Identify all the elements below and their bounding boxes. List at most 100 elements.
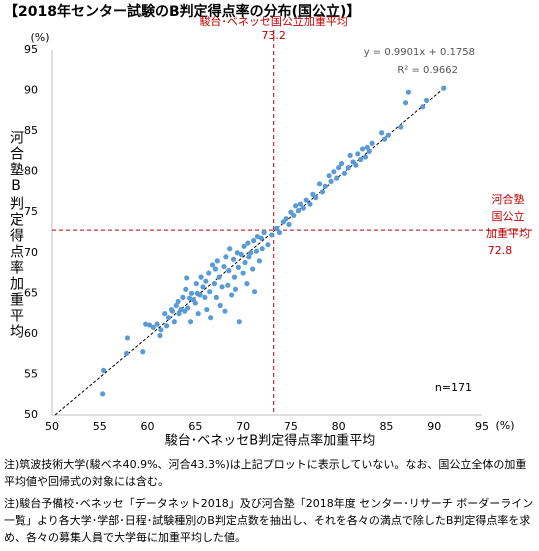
x-tick-label: 55 [93,420,107,433]
data-point [100,391,106,397]
r-squared: R² = 0.9662 [397,65,458,76]
data-point [236,319,242,325]
data-point [334,175,340,181]
y-tick-label: 80 [24,165,38,178]
reference-label: 河合塾 [492,192,525,206]
data-point [341,170,347,176]
data-point [185,305,191,311]
reference-value: 73.2 [261,29,286,42]
data-point [313,195,319,201]
data-point [248,250,254,256]
data-point [206,270,212,276]
data-point [423,97,430,103]
data-point [216,274,222,280]
data-point [165,315,172,321]
data-point [355,151,361,157]
x-tick-label: 95 [475,420,489,433]
x-tick-label: 60 [141,420,155,433]
data-point [405,89,412,95]
data-point [291,212,297,219]
data-point [184,275,190,281]
data-point [222,308,228,314]
equation: y = 0.9901x + 0.1758 [364,47,475,58]
y-unit: (%) [30,31,49,44]
data-point [208,315,214,321]
data-point [195,311,201,317]
x-tick-label: 75 [284,420,298,433]
y-tick-label: 55 [24,367,38,380]
data-point [385,132,391,138]
data-point [441,85,447,91]
data-point [214,258,220,264]
data-point [402,100,409,106]
data-point [198,274,204,280]
data-point [379,130,385,136]
data-point [286,221,292,227]
data-point [316,181,323,187]
data-point [364,144,370,150]
data-point [246,254,252,260]
y-tick-label: 85 [24,124,38,137]
data-point [256,258,262,264]
data-point [303,197,309,203]
data-point [240,270,246,276]
data-point [238,251,244,257]
data-point [273,225,280,232]
x-axis-title: 駿台･ベネッセB判定得点率加重平均 [165,433,375,449]
y-tick-label: 90 [24,84,38,97]
x-unit: (%) [495,419,514,432]
reference-value: 72.8 [488,244,513,257]
data-point [265,242,271,248]
data-point [171,319,177,325]
y-tick-label: 95 [24,43,38,56]
data-point [283,216,289,222]
data-point [345,165,351,171]
data-point [259,246,265,252]
data-point [251,289,258,295]
note: 注)筑波技術大学(駿ベネ40.9%、河合43.3%)は上記プロットに表示していな… [4,458,527,488]
count-label: n=171 [435,381,472,394]
data-point [209,262,216,268]
reference-label: 加重平均 [486,226,530,240]
reference-label: 国公立 [492,209,525,223]
data-point [242,259,248,266]
data-point [326,173,332,179]
data-point [176,311,182,317]
data-point [244,281,250,287]
data-point [381,136,388,142]
reference-label: 駿台･ベネッセ国公立加重平均 [199,14,348,28]
data-point [221,263,227,270]
data-point [124,335,131,341]
y-tick-label: 75 [24,205,38,218]
data-point [223,254,229,260]
data-point [276,229,283,236]
data-point [250,266,256,272]
data-point [211,281,218,287]
data-point [251,238,257,244]
x-tick-label: 50 [45,420,59,433]
data-point [183,286,189,292]
data-point [338,160,345,167]
data-point [123,350,130,356]
data-point [193,281,199,287]
data-point [154,321,160,327]
data-point [232,286,239,292]
data-point [226,268,232,274]
data-point [101,367,107,373]
chart-title: 【2018年センター試験のB判定得点率の分布(国公立)】 [4,3,360,20]
data-point [150,324,156,330]
data-point [227,246,233,252]
notes: 注)筑波技術大学(駿ベネ40.9%、河合43.3%)は上記プロットに表示していな… [4,456,534,551]
data-point [328,178,334,184]
data-point [230,256,237,262]
data-point [192,300,198,306]
data-point [235,264,241,270]
data-point [322,183,328,189]
data-point [295,208,302,214]
data-point [420,104,426,110]
data-point [173,302,179,309]
data-point [359,146,366,152]
data-point [180,294,186,300]
data-point [162,311,168,317]
